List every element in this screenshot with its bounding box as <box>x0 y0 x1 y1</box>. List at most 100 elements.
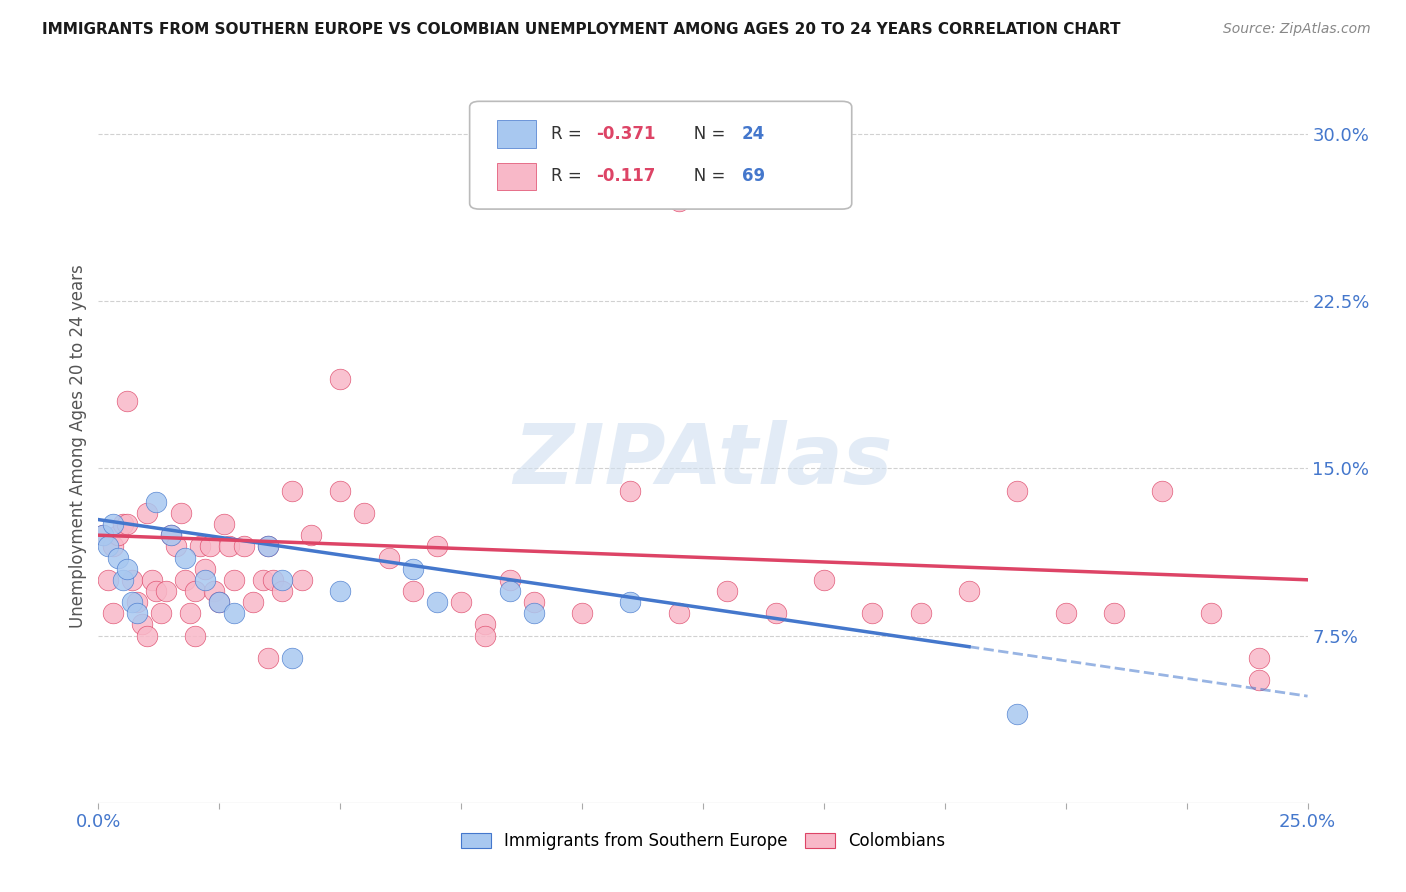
Point <box>957 583 980 598</box>
Point <box>127 595 149 609</box>
Point <box>184 628 207 642</box>
Point <box>281 651 304 665</box>
Point <box>97 539 120 553</box>
Point <box>910 607 932 621</box>
Text: Source: ZipAtlas.com: Source: ZipAtlas.com <box>1223 22 1371 37</box>
Point <box>218 539 240 553</box>
Point <box>174 550 197 565</box>
Point <box>498 583 520 598</box>
Point <box>377 550 399 565</box>
Point <box>426 539 449 553</box>
Point <box>1102 607 1125 621</box>
Text: R =: R = <box>551 168 586 186</box>
Point <box>329 483 352 498</box>
Point <box>299 528 322 542</box>
Point <box>242 595 264 609</box>
Point <box>329 372 352 386</box>
Point <box>353 506 375 520</box>
Point <box>281 483 304 498</box>
Point <box>117 394 139 409</box>
Point <box>150 607 173 621</box>
Point <box>121 595 143 609</box>
Point <box>208 595 231 609</box>
Point <box>523 607 546 621</box>
Point <box>256 539 278 553</box>
Text: R =: R = <box>551 125 586 143</box>
Text: -0.117: -0.117 <box>596 168 657 186</box>
Point <box>101 539 124 553</box>
Point <box>474 628 496 642</box>
Text: N =: N = <box>678 168 730 186</box>
Text: IMMIGRANTS FROM SOUTHERN EUROPE VS COLOMBIAN UNEMPLOYMENT AMONG AGES 20 TO 24 YE: IMMIGRANTS FROM SOUTHERN EUROPE VS COLOM… <box>42 22 1121 37</box>
Text: 69: 69 <box>742 168 765 186</box>
Point <box>117 562 139 576</box>
Point <box>117 516 139 531</box>
Point <box>160 528 183 542</box>
Point <box>1007 706 1029 721</box>
Point <box>179 607 201 621</box>
Point <box>222 573 245 587</box>
Point <box>271 583 294 598</box>
Point <box>571 607 593 621</box>
Point <box>169 506 191 520</box>
Point <box>194 573 217 587</box>
Point <box>145 583 167 598</box>
Point <box>174 573 197 587</box>
Point <box>107 550 129 565</box>
Text: ZIPAtlas: ZIPAtlas <box>513 420 893 500</box>
Point <box>402 583 425 598</box>
Point <box>160 528 183 542</box>
Point <box>1152 483 1174 498</box>
Point <box>262 573 284 587</box>
Point <box>1199 607 1222 621</box>
Point <box>1249 673 1271 687</box>
Point <box>145 494 167 508</box>
Point <box>111 573 134 587</box>
Point <box>619 483 641 498</box>
Point <box>121 573 143 587</box>
Point <box>135 628 157 642</box>
Point <box>668 194 690 208</box>
Point <box>474 617 496 632</box>
Point <box>498 573 520 587</box>
Point <box>402 562 425 576</box>
Point <box>256 539 278 553</box>
Point <box>426 595 449 609</box>
Point <box>329 583 352 598</box>
Point <box>155 583 177 598</box>
Point <box>765 607 787 621</box>
Point <box>91 528 114 542</box>
Point <box>212 516 235 531</box>
Point <box>101 607 124 621</box>
Point <box>256 651 278 665</box>
Point <box>1007 483 1029 498</box>
Point <box>204 583 226 598</box>
Point <box>208 595 231 609</box>
Point <box>135 506 157 520</box>
Point <box>232 539 254 553</box>
Point <box>860 607 883 621</box>
Point <box>101 516 124 531</box>
Point <box>252 573 274 587</box>
Point <box>97 573 120 587</box>
Point <box>1249 651 1271 665</box>
Point <box>619 595 641 609</box>
Text: -0.371: -0.371 <box>596 125 657 143</box>
Point <box>198 539 221 553</box>
Point <box>91 528 114 542</box>
Point <box>813 573 835 587</box>
Point <box>111 516 134 531</box>
Y-axis label: Unemployment Among Ages 20 to 24 years: Unemployment Among Ages 20 to 24 years <box>69 264 87 628</box>
Point <box>131 617 153 632</box>
Point <box>450 595 472 609</box>
FancyBboxPatch shape <box>470 102 852 209</box>
Legend: Immigrants from Southern Europe, Colombians: Immigrants from Southern Europe, Colombi… <box>456 827 950 855</box>
Point <box>523 595 546 609</box>
Point <box>188 539 211 553</box>
Point <box>271 573 294 587</box>
Text: 24: 24 <box>742 125 765 143</box>
Text: N =: N = <box>678 125 730 143</box>
Point <box>107 528 129 542</box>
FancyBboxPatch shape <box>498 163 536 190</box>
Point <box>127 607 149 621</box>
